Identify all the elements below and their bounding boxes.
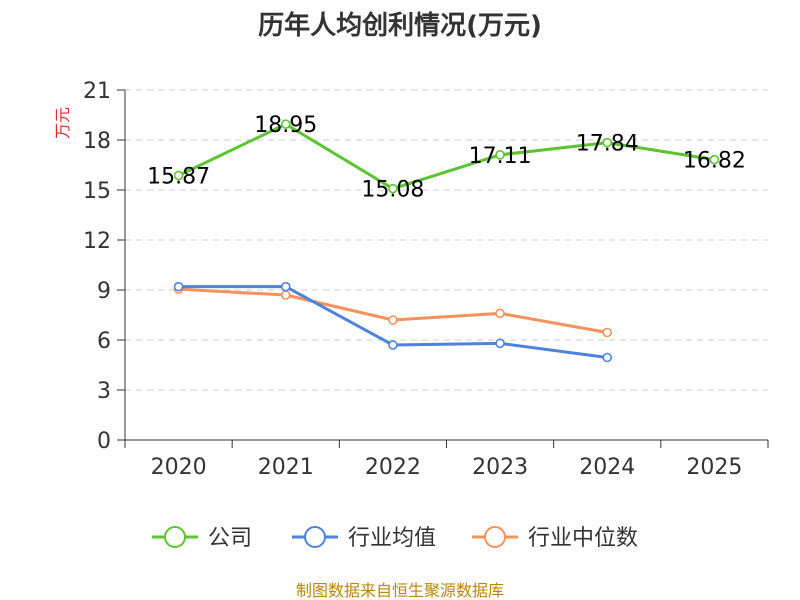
y-tick-label: 0	[97, 429, 111, 454]
y-tick-label: 21	[83, 79, 111, 104]
chart-title: 历年人均创利情况(万元)	[258, 10, 542, 41]
x-tick-label: 2022	[365, 455, 421, 480]
x-tick-label: 2021	[258, 455, 314, 480]
data-point	[280, 281, 291, 292]
data-label: 17.11	[469, 144, 532, 169]
data-point	[280, 290, 291, 300]
x-tick-label: 2023	[472, 455, 528, 480]
data-point	[602, 137, 613, 148]
legend-marker	[304, 526, 326, 548]
series-1	[173, 281, 613, 363]
legend-label: 公司	[208, 526, 252, 551]
y-axis-label: 万元	[53, 107, 72, 139]
y-tick-label: 9	[97, 279, 111, 304]
data-point	[495, 150, 505, 160]
legend-item-1[interactable]: 行业均值	[292, 526, 436, 551]
y-tick-label: 18	[83, 129, 111, 154]
series-line	[178, 287, 608, 334]
legend-marker	[164, 526, 186, 548]
x-tick-label: 2024	[579, 455, 635, 480]
data-point	[280, 119, 291, 129]
legend-label: 行业均值	[348, 526, 436, 551]
data-point	[495, 338, 505, 349]
data-point	[388, 183, 398, 194]
data-point	[388, 340, 398, 350]
legend-marker	[484, 526, 506, 548]
axes: 0 3 6 9 12 15 18 21 2020 2021 2022 2023 2024 2025	[83, 79, 769, 480]
series-2	[173, 284, 613, 338]
data-point	[709, 154, 720, 165]
data-label: 16.82	[683, 149, 746, 174]
data-label: 15.87	[147, 165, 210, 190]
legend-label: 行业中位数	[528, 526, 638, 551]
data-point	[173, 170, 184, 181]
y-tick-label: 12	[83, 229, 111, 254]
series-0	[173, 119, 720, 194]
legend[interactable]: 公司 行业均值 行业中位数	[152, 526, 638, 551]
y-tick-label: 6	[97, 329, 111, 354]
data-labels: 15.87 18.95 15.08 17.11 17.84 16.82	[147, 113, 746, 203]
data-point	[602, 327, 613, 338]
x-tick-label: 2020	[151, 455, 207, 480]
data-point	[602, 352, 613, 363]
legend-item-0[interactable]: 公司	[152, 526, 252, 551]
series-line	[177, 122, 715, 191]
x-tick-label: 2025	[686, 455, 742, 480]
source-note: 制图数据来自恒生聚源数据库	[296, 581, 504, 600]
y-tick-label: 15	[83, 179, 111, 204]
data-point	[495, 308, 505, 319]
data-label: 15.08	[361, 178, 424, 203]
y-tick-label: 3	[97, 379, 111, 404]
grid	[125, 89, 768, 391]
data-label: 18.95	[254, 113, 317, 138]
data-point	[388, 315, 398, 325]
series-group	[173, 119, 720, 363]
data-label: 17.84	[576, 132, 639, 157]
data-point	[173, 281, 184, 292]
legend-item-2[interactable]: 行业中位数	[472, 526, 638, 551]
